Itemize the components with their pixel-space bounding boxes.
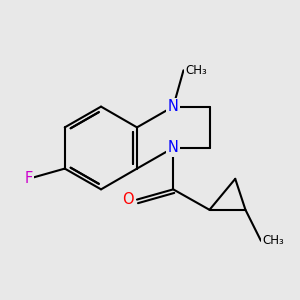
Text: CH₃: CH₃ — [185, 64, 207, 77]
Text: N: N — [168, 99, 179, 114]
Text: O: O — [122, 192, 134, 207]
Text: N: N — [168, 140, 179, 155]
Text: CH₃: CH₃ — [262, 234, 284, 247]
Text: F: F — [24, 171, 33, 186]
